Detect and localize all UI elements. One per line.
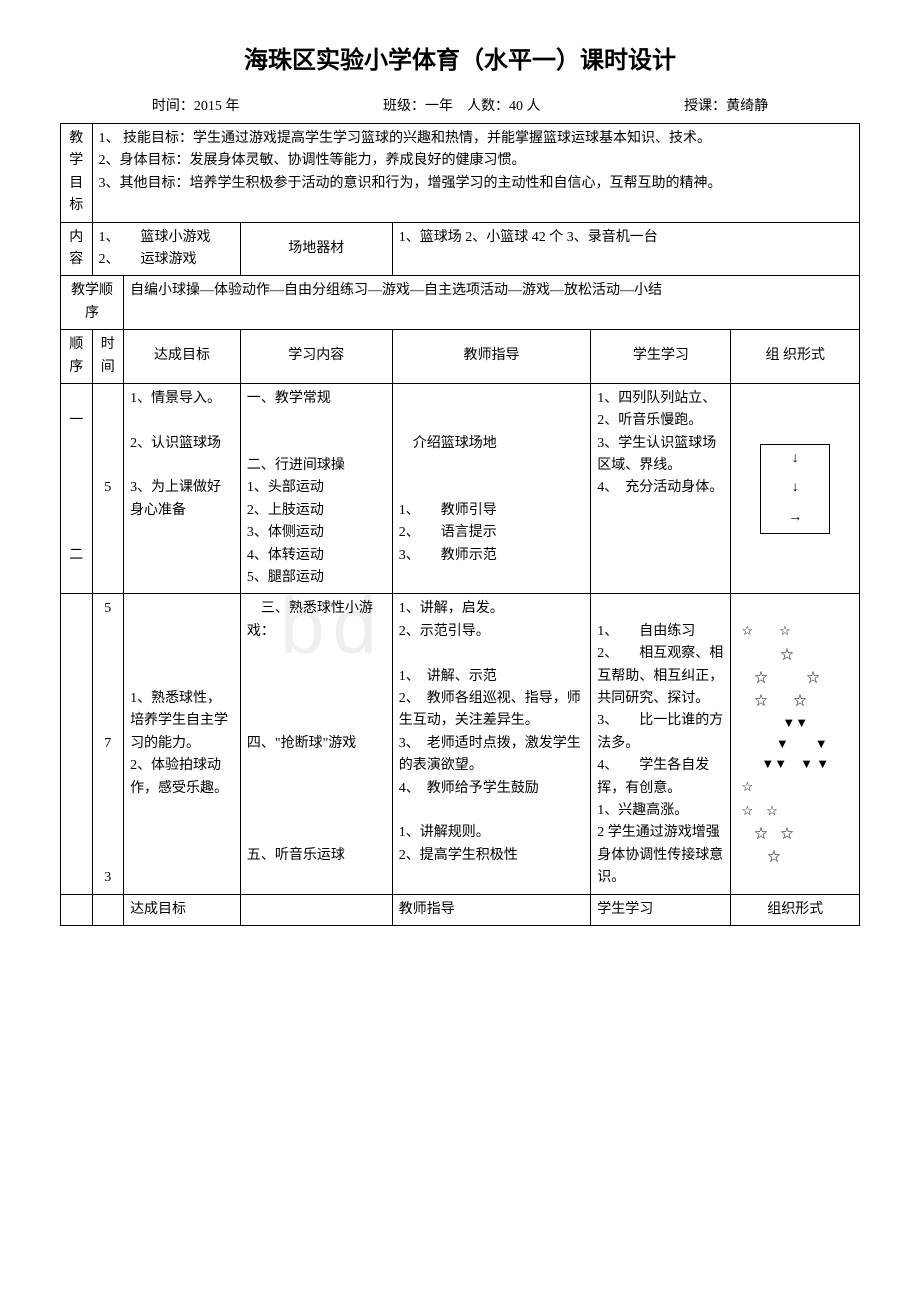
cell-time xyxy=(92,894,124,925)
cell-form: ☆ ☆ ☆ ☆ ☆ ☆ ☆ ▼▼ ▼ ▼ ▼▼ ▼ ▼ ☆ ☆ ☆ ☆ ☆ ☆ xyxy=(731,594,860,894)
footer-student: 学生学习 xyxy=(591,894,731,925)
hdr-order: 顺序 xyxy=(61,330,93,384)
meta-class: 班级：一年 人数：40 人 xyxy=(383,95,541,115)
hdr-teacher: 教师指导 xyxy=(392,330,591,384)
cell-form: ↓ ↓ → xyxy=(731,383,860,594)
hdr-goal: 达成目标 xyxy=(124,330,241,384)
sequence-label: 教学顺序 xyxy=(61,276,124,330)
hdr-time: 时间 xyxy=(92,330,124,384)
venue-label: 场地器材 xyxy=(240,222,392,276)
footer-goal: 达成目标 xyxy=(124,894,241,925)
lesson-table: 教学目标 1、 技能目标：学生通过游戏提高学生学习篮球的兴趣和热情，并能掌握篮球… xyxy=(60,123,860,926)
hdr-form: 组 织形式 xyxy=(731,330,860,384)
cell-goal: 1、熟悉球性，培养学生自主学习的能力。 2、体验拍球动作，感受乐趣。 xyxy=(124,594,241,894)
cell-order: 一 二 xyxy=(61,383,93,594)
content-text: 1、 篮球小游戏 2、 运球游戏 xyxy=(92,222,240,276)
footer-form: 组织形式 xyxy=(731,894,860,925)
cell-order xyxy=(61,894,93,925)
footer-teacher: 教师指导 xyxy=(392,894,591,925)
cell-study xyxy=(240,894,392,925)
objectives-label: 教学目标 xyxy=(61,124,93,223)
hdr-student: 学生学习 xyxy=(591,330,731,384)
cell-order xyxy=(61,594,93,894)
arrow-icon: ↓ xyxy=(792,477,799,499)
triangle-diagram: ▼▼ ▼ ▼ ▼▼ ▼ ▼ xyxy=(737,713,853,775)
star-diagram-2: ☆ ☆ ☆ ☆ ☆ ☆ xyxy=(737,775,853,869)
page-title: 海珠区实验小学体育（水平一）课时设计 xyxy=(60,40,860,75)
objectives-text: 1、 技能目标：学生通过游戏提高学生学习篮球的兴趣和热情，并能掌握篮球运球基本知… xyxy=(92,124,859,223)
cell-teacher: 介绍篮球场地 1、 教师引导 2、 语言提示 3、 教师示范 xyxy=(392,383,591,594)
table-row: 达成目标 教师指导 学生学习 组织形式 xyxy=(61,894,860,925)
cell-student: 1、四列队列站立、 2、听音乐慢跑。 3、学生认识篮球场区域、界线。 4、 充分… xyxy=(591,383,731,594)
sequence-text: 自编小球操—体验动作—自由分组练习—游戏—自主选项活动—游戏—放松活动—小结 xyxy=(124,276,860,330)
arrow-icon: ↓ xyxy=(792,448,799,470)
arrow-icon: → xyxy=(788,507,802,529)
cell-time: 5 7 3 xyxy=(92,594,124,894)
meta-teacher: 授课：黄绮静 xyxy=(684,95,768,115)
cell-study: 三、熟悉球性小游戏： 四、"抢断球"游戏 五、听音乐运球 xyxy=(240,594,392,894)
formation-diagram: ↓ ↓ → xyxy=(760,444,830,534)
cell-goal: 1、情景导入。 2、认识篮球场 3、为上课做好身心准备 xyxy=(124,383,241,594)
cell-student: 1、 自由练习 2、 相互观察、相互帮助、相互纠正，共同研究、探讨。 3、 比一… xyxy=(591,594,731,894)
cell-time: 5 xyxy=(92,383,124,594)
cell-teacher: 1、讲解，启发。 2、示范引导。 1、 讲解、示范 2、 教师各组巡视、指导，师… xyxy=(392,594,591,894)
table-row: 一 二 5 1、情景导入。 2、认识篮球场 3、为上课做好身心准备 一、教学常规… xyxy=(61,383,860,594)
content-label: 内容 xyxy=(61,222,93,276)
star-diagram: ☆ ☆ ☆ ☆ ☆ ☆ ☆ xyxy=(737,619,853,713)
meta-time: 时间：2015 年 xyxy=(152,95,240,115)
hdr-study: 学习内容 xyxy=(240,330,392,384)
venue-text: 1、篮球场 2、小篮球 42 个 3、录音机一台 xyxy=(392,222,859,276)
table-row: 5 7 3 1、熟悉球性，培养学生自主学习的能力。 2、体验拍球动作，感受乐趣。… xyxy=(61,594,860,894)
cell-study: 一、教学常规 二、行进间球操 1、头部运动 2、上肢运动 3、体侧运动 4、体转… xyxy=(240,383,392,594)
meta-row: 时间：2015 年 班级：一年 人数：40 人 授课：黄绮静 xyxy=(60,95,860,115)
